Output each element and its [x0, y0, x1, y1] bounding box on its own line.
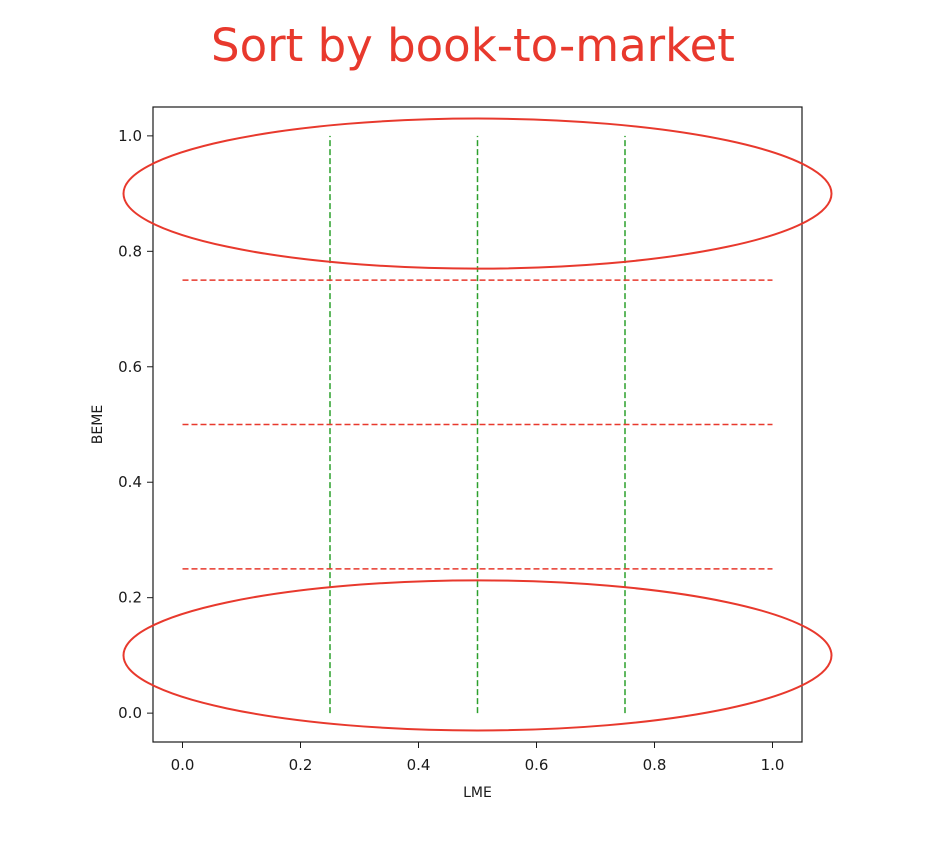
y-axis-label: BEME — [90, 405, 106, 444]
x-tick-label: 0.0 — [171, 756, 195, 774]
horizontal-split-lines — [182, 279, 773, 570]
x-axis-ticks: 0.0 0.2 0.4 0.6 0.8 1.0 — [171, 742, 785, 774]
bottom-highlight-ellipse — [122, 579, 833, 732]
y-tick-label: 0.4 — [118, 473, 142, 491]
y-axis-ticks: 0.0 0.2 0.4 0.6 0.8 1.0 — [118, 127, 153, 722]
plot-frame — [152, 106, 803, 743]
x-tick-label: 1.0 — [761, 756, 785, 774]
y-tick-label: 0.8 — [118, 242, 142, 260]
slide-title: Sort by book-to-market — [211, 19, 735, 72]
y-tick-label: 0.2 — [118, 589, 142, 607]
x-tick-label: 0.4 — [407, 756, 431, 774]
y-tick-label: 0.6 — [118, 358, 142, 376]
x-axis-label: LME — [463, 785, 492, 801]
highlight-ellipses — [122, 117, 833, 732]
x-tick-label: 0.2 — [289, 756, 313, 774]
x-tick-label: 0.6 — [525, 756, 549, 774]
top-highlight-ellipse — [122, 117, 833, 270]
x-tick-label: 0.8 — [643, 756, 667, 774]
y-tick-label: 0.0 — [118, 704, 142, 722]
y-tick-label: 1.0 — [118, 127, 142, 145]
